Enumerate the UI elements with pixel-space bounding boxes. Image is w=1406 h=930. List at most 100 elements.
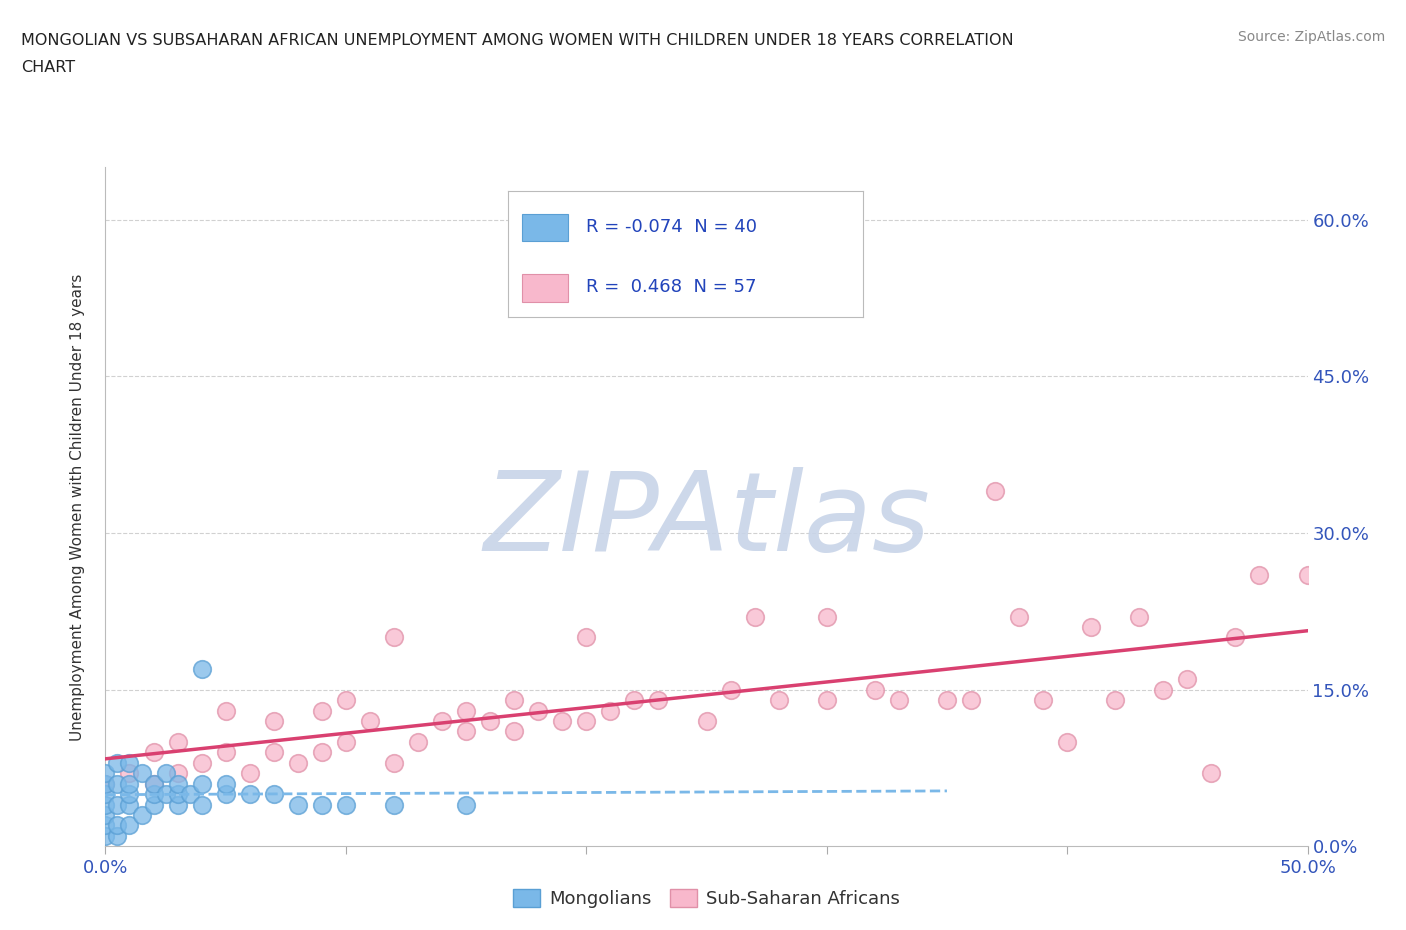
Point	[118, 765, 141, 780]
Point	[382, 630, 405, 644]
Point	[107, 818, 129, 833]
Point	[263, 787, 285, 802]
Point	[527, 703, 550, 718]
Point	[142, 745, 165, 760]
Point	[118, 777, 141, 791]
Point	[815, 609, 838, 624]
Point	[311, 797, 333, 812]
Point	[623, 693, 645, 708]
Point	[406, 735, 429, 750]
Point	[647, 693, 669, 708]
Point	[311, 703, 333, 718]
Point	[239, 765, 262, 780]
Text: CHART: CHART	[21, 60, 75, 75]
Point	[335, 693, 357, 708]
Point	[1104, 693, 1126, 708]
Point	[263, 745, 285, 760]
Point	[287, 755, 309, 770]
Point	[1008, 609, 1031, 624]
Point	[190, 777, 212, 791]
Point	[142, 777, 165, 791]
Point	[142, 777, 165, 791]
Point	[190, 797, 212, 812]
Point	[551, 713, 574, 728]
Point	[720, 683, 742, 698]
Point	[239, 787, 262, 802]
Point	[166, 765, 188, 780]
Point	[107, 755, 129, 770]
Point	[430, 713, 453, 728]
Text: Source: ZipAtlas.com: Source: ZipAtlas.com	[1237, 30, 1385, 44]
Point	[107, 829, 129, 844]
Point	[166, 777, 188, 791]
Point	[382, 797, 405, 812]
Point	[118, 755, 141, 770]
Point	[1296, 567, 1319, 582]
Point	[287, 797, 309, 812]
Point	[94, 797, 117, 812]
Point	[190, 755, 212, 770]
Text: ZIPAtlas: ZIPAtlas	[484, 467, 929, 574]
Point	[94, 777, 117, 791]
Point	[179, 787, 201, 802]
Text: MONGOLIAN VS SUBSAHARAN AFRICAN UNEMPLOYMENT AMONG WOMEN WITH CHILDREN UNDER 18 : MONGOLIAN VS SUBSAHARAN AFRICAN UNEMPLOY…	[21, 33, 1014, 47]
Point	[936, 693, 959, 708]
Point	[214, 787, 236, 802]
Point	[335, 797, 357, 812]
Point	[359, 713, 381, 728]
Point	[1056, 735, 1078, 750]
Point	[142, 787, 165, 802]
Point	[94, 818, 117, 833]
Point	[335, 735, 357, 750]
Point	[1175, 671, 1198, 686]
Point	[1080, 619, 1102, 634]
Point	[454, 724, 477, 738]
Point	[142, 797, 165, 812]
Point	[744, 609, 766, 624]
Point	[1249, 567, 1271, 582]
Legend: Mongolians, Sub-Saharan Africans: Mongolians, Sub-Saharan Africans	[506, 882, 907, 915]
Point	[863, 683, 886, 698]
Point	[214, 777, 236, 791]
Point	[94, 777, 117, 791]
Y-axis label: Unemployment Among Women with Children Under 18 years: Unemployment Among Women with Children U…	[70, 273, 84, 740]
Point	[118, 818, 141, 833]
Point	[166, 797, 188, 812]
Point	[131, 807, 153, 822]
Point	[263, 713, 285, 728]
Point	[131, 765, 153, 780]
Point	[155, 765, 177, 780]
Point	[118, 797, 141, 812]
Point	[107, 797, 129, 812]
Point	[768, 693, 790, 708]
Point	[575, 630, 598, 644]
Point	[214, 745, 236, 760]
Point	[454, 797, 477, 812]
Point	[107, 777, 129, 791]
Point	[1032, 693, 1054, 708]
Point	[155, 787, 177, 802]
Point	[94, 765, 117, 780]
Point	[599, 703, 621, 718]
Point	[454, 703, 477, 718]
Point	[575, 713, 598, 728]
Point	[311, 745, 333, 760]
Point	[887, 693, 910, 708]
Point	[984, 484, 1007, 498]
Point	[815, 693, 838, 708]
Point	[382, 755, 405, 770]
Point	[214, 703, 236, 718]
Point	[1128, 609, 1150, 624]
Point	[503, 724, 526, 738]
Point	[1225, 630, 1247, 644]
Point	[696, 713, 718, 728]
Point	[503, 693, 526, 708]
Point	[94, 787, 117, 802]
Point	[94, 829, 117, 844]
Point	[166, 735, 188, 750]
Point	[1201, 765, 1223, 780]
Point	[118, 787, 141, 802]
Point	[166, 787, 188, 802]
Point	[190, 661, 212, 676]
Point	[479, 713, 502, 728]
